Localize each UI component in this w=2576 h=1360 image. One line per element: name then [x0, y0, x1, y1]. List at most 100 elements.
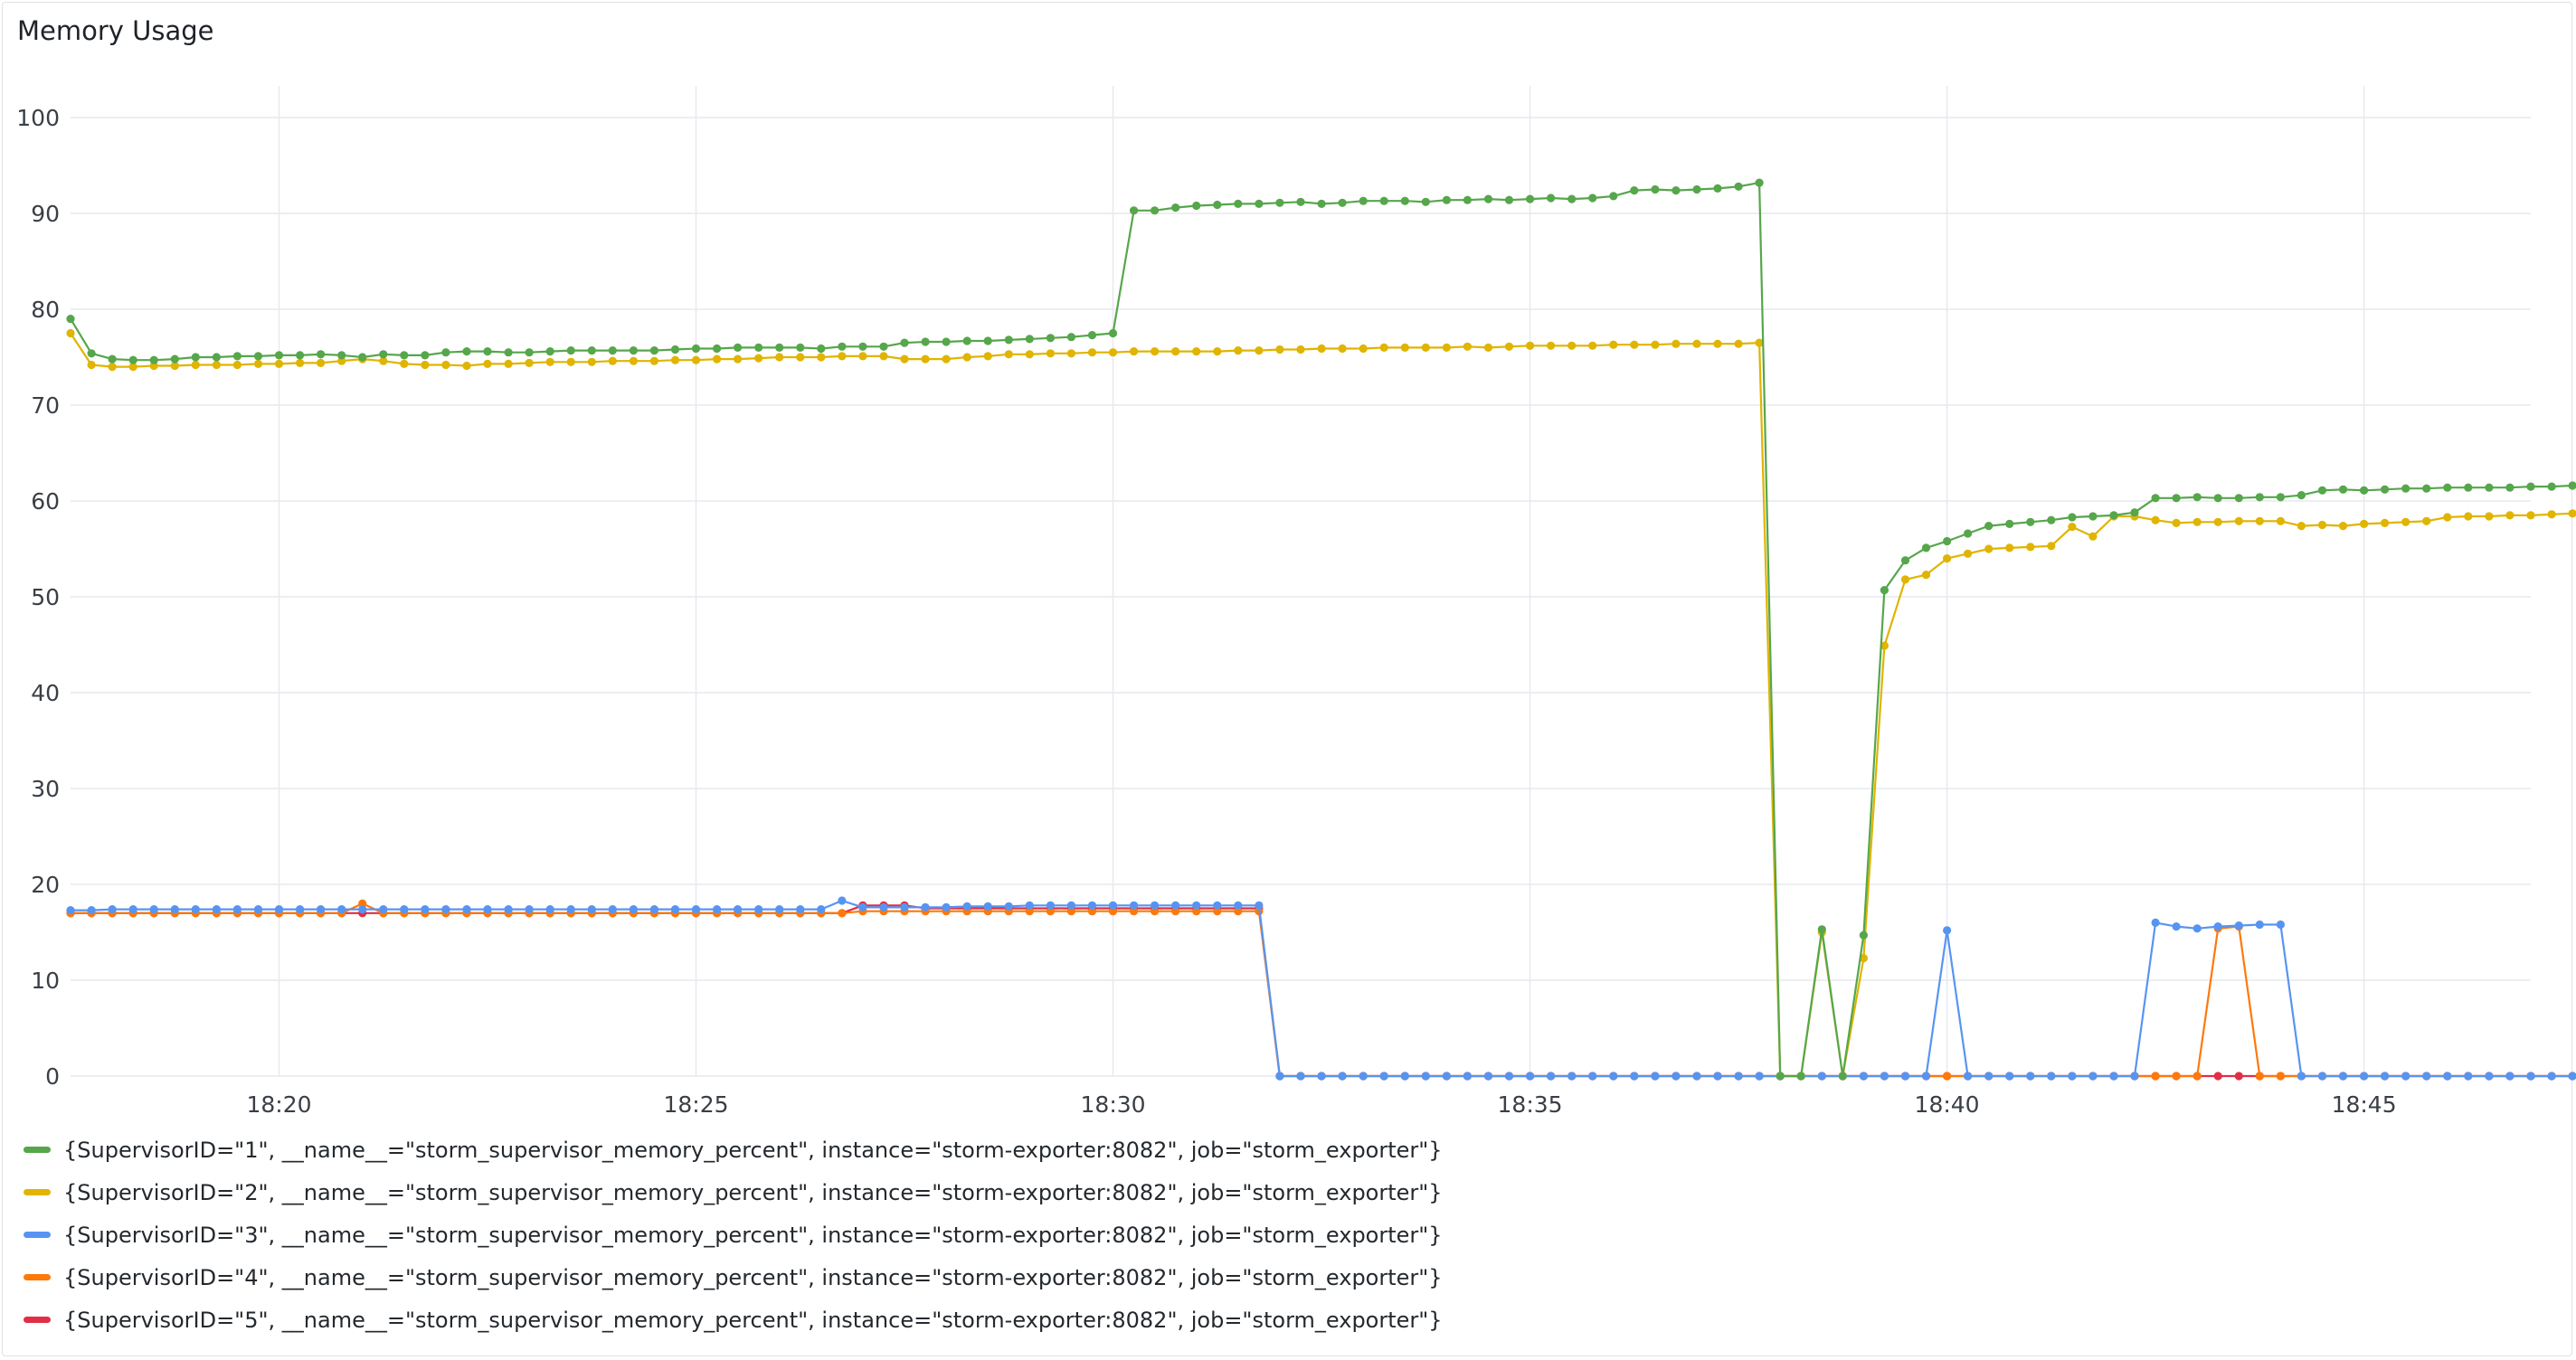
data-point	[1567, 194, 1577, 203]
data-point	[2276, 920, 2285, 930]
data-point	[170, 905, 179, 914]
data-point	[649, 346, 659, 355]
data-point	[2422, 484, 2431, 493]
data-point	[1338, 198, 1347, 207]
legend-item[interactable]: {SupervisorID="3", __name__="storm_super…	[24, 1214, 1443, 1256]
data-point	[796, 353, 805, 362]
data-point	[2547, 1072, 2556, 1081]
data-point	[2443, 483, 2452, 492]
data-point	[1442, 343, 1451, 352]
legend-swatch	[24, 1147, 51, 1153]
data-point	[1359, 196, 1368, 205]
data-point	[1379, 196, 1388, 205]
data-point	[942, 902, 951, 912]
data-point	[2151, 918, 2160, 927]
data-point	[2338, 522, 2348, 531]
data-point	[253, 359, 263, 368]
data-point	[504, 359, 513, 368]
legend-swatch	[24, 1274, 51, 1280]
data-point	[504, 348, 513, 357]
data-point	[566, 905, 575, 914]
data-point	[1421, 197, 1430, 206]
data-point	[191, 360, 200, 370]
data-point	[2068, 513, 2077, 522]
data-point	[1171, 347, 1180, 356]
data-point	[1796, 1072, 1805, 1081]
data-point	[691, 905, 701, 914]
y-tick-label: 10	[31, 968, 60, 994]
data-point	[2505, 511, 2514, 520]
data-point	[817, 344, 826, 354]
data-point	[921, 337, 930, 346]
data-point	[608, 346, 617, 355]
data-point	[2151, 494, 2160, 503]
data-point	[1713, 1072, 1722, 1081]
data-point	[1338, 1072, 1347, 1081]
data-point	[1255, 346, 1264, 355]
data-point	[1275, 1072, 1284, 1081]
data-point	[232, 905, 242, 914]
data-point	[1004, 902, 1013, 911]
data-point	[2401, 1072, 2410, 1081]
data-point	[2047, 515, 2056, 524]
data-point	[983, 352, 992, 361]
data-point	[525, 358, 534, 367]
legend-item[interactable]: {SupervisorID="5", __name__="storm_super…	[24, 1299, 1443, 1341]
data-point	[900, 902, 909, 912]
data-point	[2151, 1072, 2160, 1081]
data-point	[2172, 494, 2181, 503]
data-point	[2192, 924, 2202, 933]
data-point	[2088, 1072, 2098, 1081]
data-point	[2213, 922, 2222, 931]
y-tick-label: 30	[31, 776, 60, 802]
legend-item[interactable]: {SupervisorID="2", __name__="storm_super…	[24, 1171, 1443, 1214]
data-point	[858, 902, 867, 912]
data-point	[525, 905, 534, 914]
data-point	[1296, 197, 1305, 206]
data-point	[608, 905, 617, 914]
data-point	[1984, 1072, 1994, 1081]
data-point	[1609, 1072, 1618, 1081]
data-point	[317, 350, 326, 359]
data-point	[858, 342, 867, 351]
data-point	[775, 353, 784, 362]
data-point	[2109, 1072, 2118, 1081]
data-point	[1151, 907, 1160, 916]
data-point	[317, 358, 326, 367]
data-point	[1547, 341, 1556, 350]
data-point	[1609, 192, 1618, 201]
data-point	[128, 355, 137, 364]
data-point	[754, 343, 763, 352]
series-line	[70, 332, 2576, 1078]
data-point	[2213, 517, 2222, 526]
data-point	[691, 344, 701, 354]
data-point	[1630, 340, 1639, 349]
data-point	[2172, 518, 2181, 528]
data-point	[441, 360, 450, 370]
legend-swatch	[24, 1232, 51, 1238]
data-point	[1734, 182, 1743, 191]
data-point	[1817, 925, 1826, 934]
data-point	[87, 360, 96, 370]
y-tick-label: 100	[16, 105, 60, 131]
data-point	[1087, 331, 1097, 340]
data-point	[1108, 328, 1118, 338]
data-point	[1900, 575, 1910, 584]
data-point	[149, 905, 158, 914]
data-point	[2317, 520, 2327, 530]
data-point	[2068, 523, 2077, 532]
series-2	[66, 328, 2576, 1081]
data-point	[962, 902, 971, 911]
data-point	[232, 352, 242, 361]
legend-item[interactable]: {SupervisorID="4", __name__="storm_super…	[24, 1256, 1443, 1299]
data-point	[1400, 1072, 1409, 1081]
data-point	[2276, 493, 2285, 502]
x-tick-label: 18:35	[1498, 1091, 1563, 1118]
data-point	[1192, 201, 1201, 211]
data-point	[2464, 483, 2473, 492]
legend-item[interactable]: {SupervisorID="1", __name__="storm_super…	[24, 1129, 1443, 1171]
data-point	[2505, 1072, 2514, 1081]
data-point	[754, 354, 763, 363]
data-point	[462, 347, 471, 356]
data-point	[274, 905, 284, 914]
